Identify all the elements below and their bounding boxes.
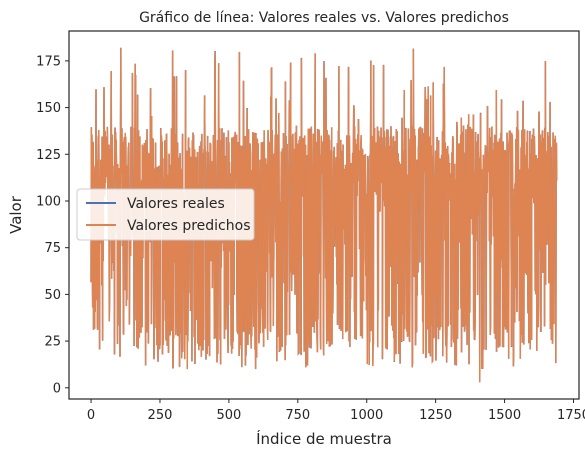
series-layer: [90, 47, 558, 383]
chart-title: Gráfico de línea: Valores reales vs. Val…: [139, 10, 509, 26]
y-tick-label: 175: [36, 54, 61, 69]
y-axis-label: Valor: [7, 195, 25, 234]
x-tick-label: 750: [285, 408, 310, 423]
plot-frame: [68, 30, 580, 400]
y-tick-label: 150: [36, 101, 61, 116]
legend: Valores reales Valores predichos: [76, 188, 255, 241]
x-tick-label: 0: [87, 408, 95, 423]
legend-box: [76, 188, 255, 241]
legend-label-valores-predichos: Valores predichos: [127, 218, 250, 234]
x-tick-label: 250: [148, 408, 173, 423]
y-tick-label: 75: [44, 241, 61, 256]
series-line-valores-predichos: [90, 48, 558, 383]
y-axis-ticks: 0 25 50 75 100 125 150 175: [36, 54, 69, 396]
x-tick-label: 1000: [350, 408, 383, 423]
x-tick-label: 1500: [488, 408, 521, 423]
y-tick-label: 0: [53, 381, 61, 396]
legend-label-valores-reales: Valores reales: [127, 196, 225, 212]
y-tick-label: 125: [36, 148, 61, 163]
x-tick-label: 500: [216, 408, 241, 423]
y-tick-label: 100: [36, 194, 61, 209]
x-tick-label: 1250: [419, 408, 452, 423]
y-tick-label: 25: [44, 335, 61, 350]
x-axis-label: Índice de muestra: [256, 429, 392, 448]
y-tick-label: 50: [44, 288, 61, 303]
